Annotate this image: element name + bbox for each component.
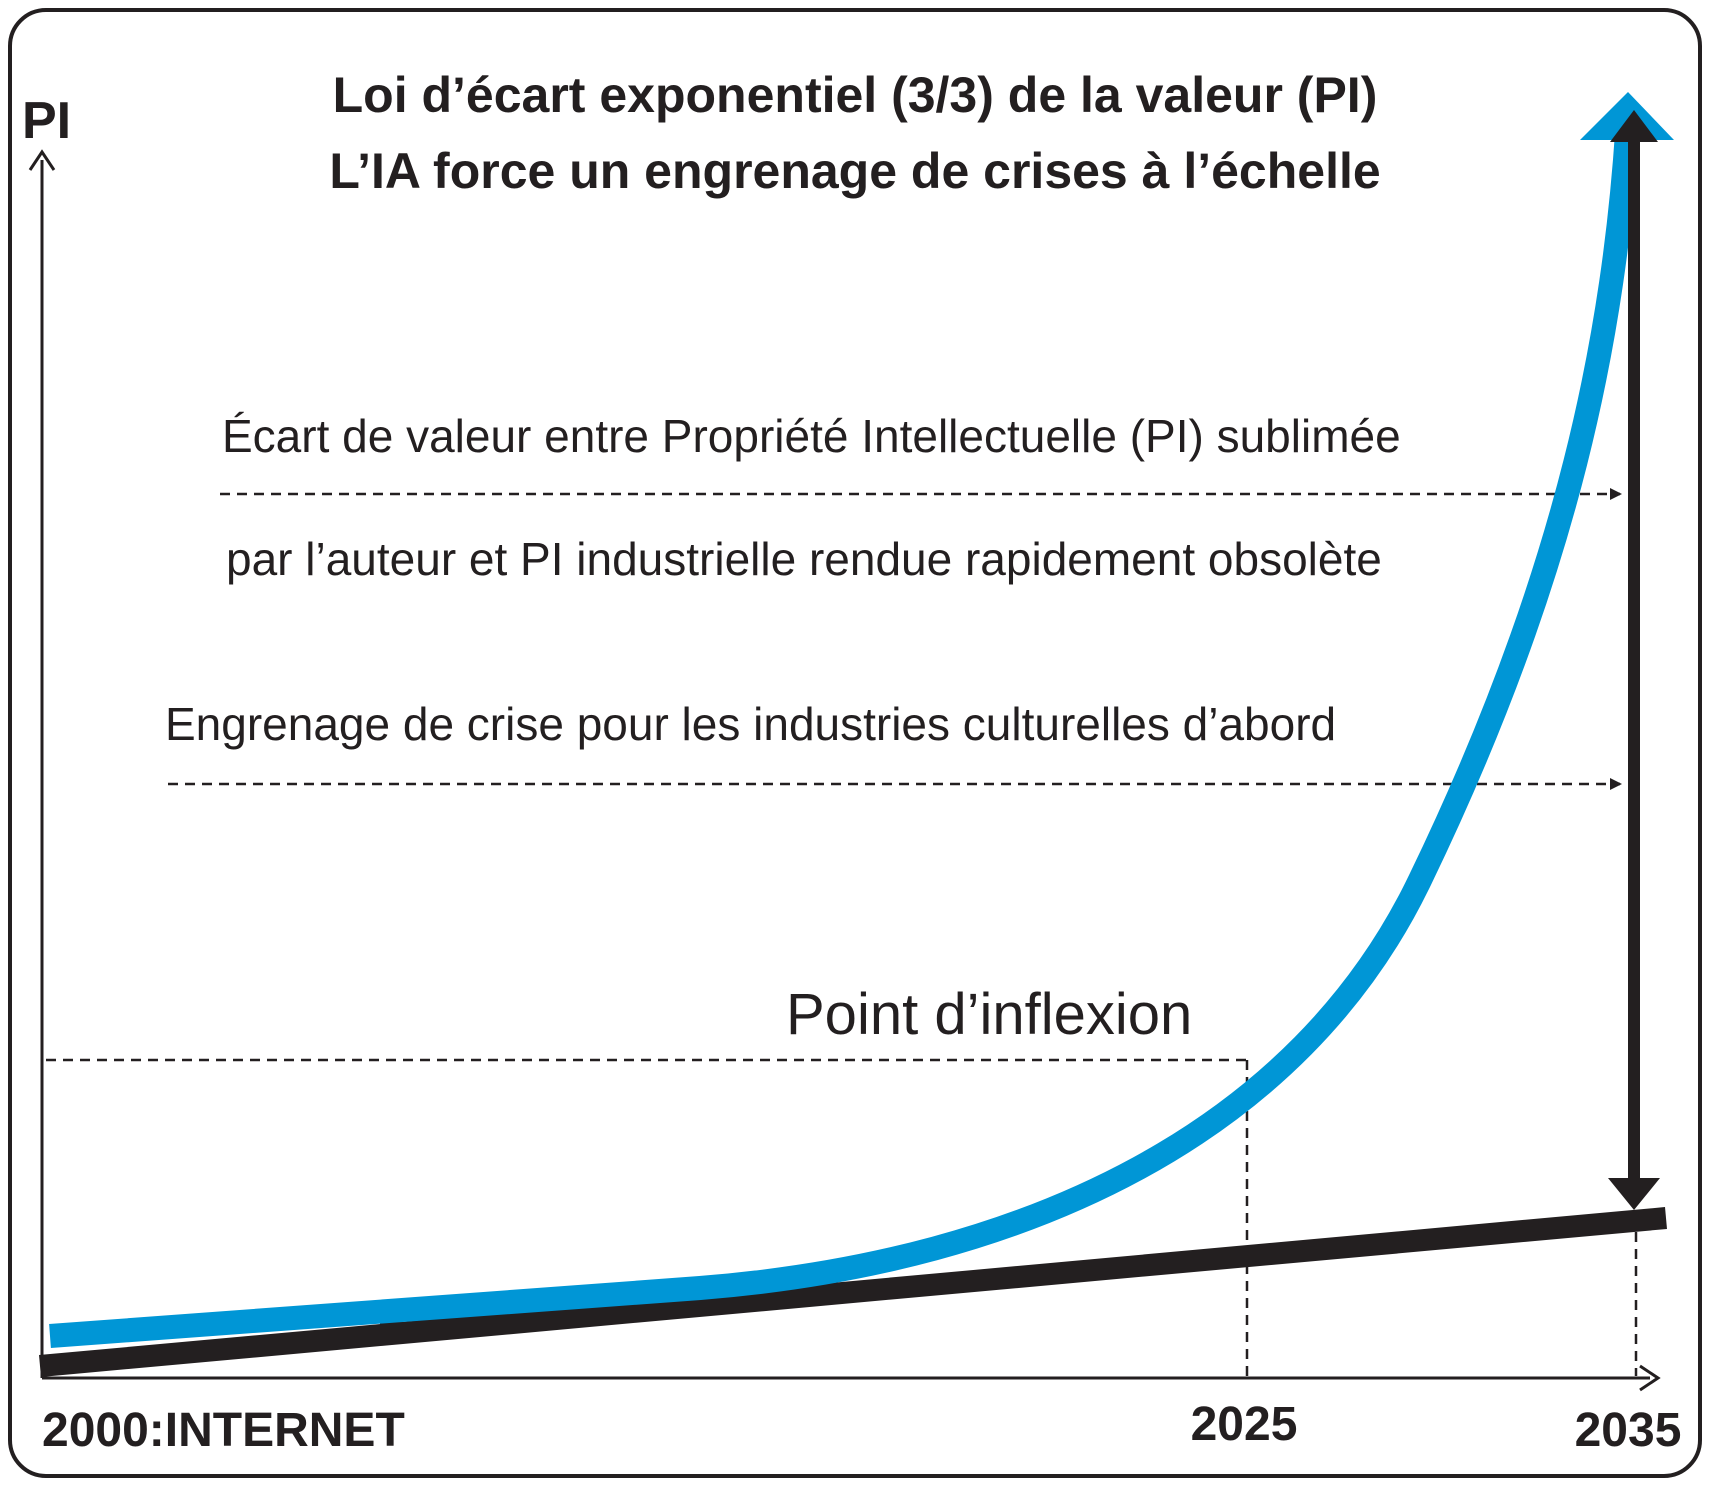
gap-annotation-line-2: par l’auteur et PI industrielle rendue r… (226, 533, 1382, 585)
crisis-annotation: Engrenage de crise pour les industries c… (165, 698, 1336, 750)
linear-growth-line (39, 1207, 1667, 1377)
exponential-curve (49, 117, 1640, 1348)
x-tick-2025: 2025 (1191, 1398, 1298, 1451)
x-tick-2035: 2035 (1575, 1404, 1682, 1457)
inflection-point-label: Point d’inflexion (786, 982, 1192, 1047)
x-axis-arrowhead (1639, 1364, 1661, 1392)
x-tick-2000: 2000:INTERNET (42, 1404, 405, 1457)
y-axis-label: PI (22, 92, 71, 150)
title-line-1: Loi d’écart exponentiel (3/3) de la vale… (333, 67, 1378, 123)
exponential-curve-arrowhead (1580, 92, 1674, 140)
gap-arrow-top-head (1610, 110, 1658, 142)
y-axis-arrowhead (28, 149, 56, 171)
gap-annotation-line-1: Écart de valeur entre Propriété Intellec… (222, 410, 1401, 462)
title-line-2: L’IA force un engrenage de crises à l’éc… (329, 143, 1380, 199)
gap-arrow-bottom-head (1608, 1178, 1660, 1210)
